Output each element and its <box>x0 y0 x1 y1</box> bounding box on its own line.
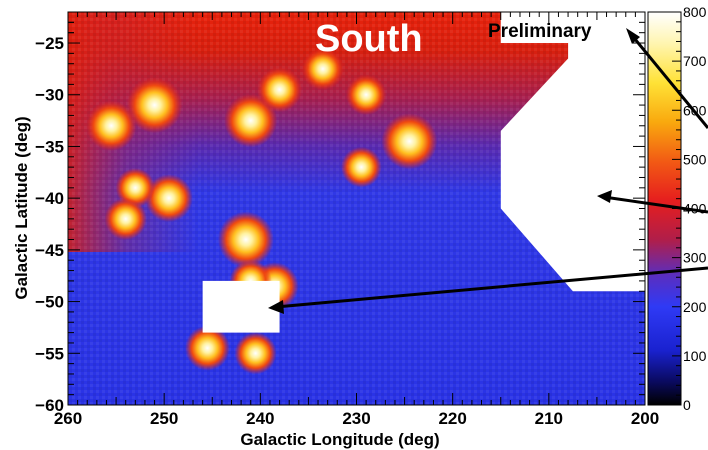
sources-layer <box>86 47 438 375</box>
mask-layer <box>202 12 645 333</box>
source-blob-7 <box>381 113 438 170</box>
source-blob-6 <box>345 74 387 116</box>
masked-region-2 <box>500 12 645 292</box>
colorbar-tick-label: 300 <box>683 250 707 266</box>
source-blob-16 <box>234 332 277 375</box>
source-blob-8 <box>341 146 382 188</box>
x-tick-label: 240 <box>246 409 274 428</box>
y-tick-label: −60 <box>35 396 64 415</box>
annotation-arrows <box>268 28 708 314</box>
y-tick-label: −25 <box>35 34 64 53</box>
colorbar-ticks: 0100200300400500600700800 <box>672 4 707 413</box>
x-axis-label: Galactic Longitude (deg) <box>240 430 439 449</box>
x-tick-label: 260 <box>54 409 82 428</box>
y-tick-label: −45 <box>35 241 64 260</box>
x-axis: 260 250 240 230 220 210 200 <box>54 12 659 428</box>
arrow-mask-east <box>603 195 708 214</box>
plot-area: 260 250 240 230 220 210 200 −25 −30 −35 −40 −45 −50… <box>35 11 659 428</box>
source-blob-5 <box>301 47 344 91</box>
source-blob-11 <box>104 197 147 240</box>
source-blob-2 <box>86 100 137 152</box>
colorbar-tick-label: 200 <box>683 299 707 315</box>
colorbar-tick-label: 0 <box>683 397 691 413</box>
x-tick-label: 220 <box>438 409 466 428</box>
source-blob-12 <box>217 211 274 268</box>
x-tick-label: 210 <box>535 409 563 428</box>
source-blob-1 <box>126 77 183 134</box>
colorbar-tick-label: 100 <box>683 348 707 364</box>
arrow-mask-east-head <box>597 190 612 203</box>
masked-region-3 <box>500 12 636 44</box>
x-tick-label: 250 <box>150 409 178 428</box>
preliminary-label: Preliminary <box>488 21 592 42</box>
arrow-mask-box <box>275 266 708 309</box>
arrow-preliminary <box>628 32 708 129</box>
colorbar-tick-label: 400 <box>683 201 707 217</box>
x-tick-label: 200 <box>631 409 659 428</box>
colorbar-tick-label: 700 <box>683 53 707 69</box>
y-tick-label: −35 <box>35 137 64 156</box>
y-tick-label: −50 <box>35 293 64 312</box>
arrow-preliminary-head <box>626 28 640 44</box>
source-blob-10 <box>115 168 156 208</box>
source-blob-3 <box>224 93 278 148</box>
y-tick-label: −55 <box>35 344 64 363</box>
chart-title: South <box>315 18 423 60</box>
colorbar-tick-label: 800 <box>683 4 707 20</box>
source-blob-9 <box>145 174 193 223</box>
y-tick-label: −40 <box>35 189 64 208</box>
masked-region-1 <box>202 280 280 333</box>
y-axis-label: Galactic Latitude (deg) <box>12 116 31 299</box>
y-tick-label: −30 <box>35 86 64 105</box>
x-tick-label: 230 <box>342 409 370 428</box>
y-axis: −25 −30 −35 −40 −45 −50 −55 −60 <box>35 11 645 415</box>
colorbar-tick-label: 500 <box>683 151 707 167</box>
arrow-mask-box-head <box>268 300 284 314</box>
source-blob-15 <box>184 325 230 371</box>
source-blob-4 <box>257 67 303 113</box>
